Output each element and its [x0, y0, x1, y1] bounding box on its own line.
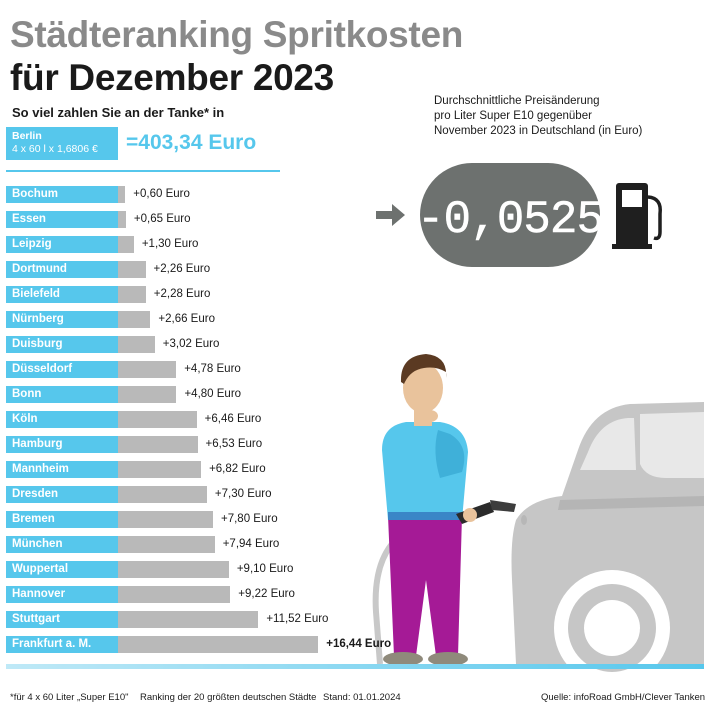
- chart-subtitle: So viel zahlen Sie an der Tanke* in: [12, 105, 225, 120]
- ranking-bar: [118, 361, 177, 378]
- ranking-bar: [118, 211, 126, 228]
- ranking-bar: [118, 311, 151, 328]
- ranking-city-label: Bremen: [6, 511, 118, 528]
- ranking-bar: [118, 336, 155, 353]
- ranking-city-label: Mannheim: [6, 461, 118, 478]
- footer-source: Quelle: infoRoad GmbH/Clever Tanken: [541, 692, 706, 703]
- price-change-line-2: pro Liter Super E10 gegenüber: [434, 110, 592, 122]
- fuel-pump-icon: [612, 183, 662, 249]
- title-line-2: für Dezember 2023: [10, 57, 334, 98]
- ranking-value-label: +11,52 Euro: [266, 613, 329, 625]
- ranking-city-label: Duisburg: [6, 336, 118, 353]
- ranking-value-label: +7,30 Euro: [214, 488, 272, 500]
- ranking-bar: [118, 261, 146, 278]
- ranking-city-label: Essen: [6, 211, 118, 228]
- ground-stripe: [6, 664, 704, 669]
- ranking-value-label: +2,66 Euro: [158, 313, 215, 325]
- arrow-right-icon: [376, 204, 405, 226]
- ranking-value-label: +16,44 Euro: [326, 638, 392, 650]
- ranking-value-label: +4,80 Euro: [184, 388, 242, 400]
- ranking-bar: [118, 186, 126, 203]
- footer-ranking: Ranking der 20 größten deutschen Städte: [140, 692, 317, 703]
- ranking-bar: [118, 386, 177, 403]
- ranking-bar: [118, 286, 146, 303]
- ranking-city-label: Stuttgart: [6, 611, 118, 628]
- ranking-city-label: Leipzig: [6, 236, 118, 253]
- ranking-value-label: +1,30 Euro: [141, 238, 199, 250]
- ranking-city-label: Bochum: [6, 186, 118, 203]
- ranking-value-label: +2,26 Euro: [153, 263, 211, 275]
- footer-note: *für 4 x 60 Liter „Super E10": [10, 692, 129, 703]
- ranking-value-label: +7,94 Euro: [222, 538, 280, 550]
- price-change-line-1: Durchschnittliche Preisänderung: [434, 95, 600, 107]
- ranking-bar: [118, 436, 198, 453]
- ranking-value-label: +3,02 Euro: [162, 338, 220, 350]
- ranking-bar: [118, 536, 215, 553]
- ranking-bar: [118, 561, 229, 578]
- ranking-value-label: +9,10 Euro: [236, 563, 294, 575]
- berlin-city: Berlin: [12, 130, 42, 142]
- price-change-badge: [420, 163, 600, 267]
- ranking-city-label: Wuppertal: [6, 561, 118, 578]
- ranking-city-label: Dresden: [6, 486, 118, 503]
- ranking-value-label: +7,80 Euro: [221, 513, 278, 525]
- ranking-value-label: +9,22 Euro: [238, 588, 295, 600]
- ranking-city-label: München: [6, 536, 118, 553]
- berlin-total: =403,34 Euro: [126, 131, 257, 154]
- ranking-value-label: +2,28 Euro: [153, 288, 211, 300]
- ranking-bar: [118, 486, 207, 503]
- ranking-value-label: +4,78 Euro: [184, 363, 241, 375]
- ranking-city-label: Dortmund: [6, 261, 118, 278]
- ranking-value-label: +6,82 Euro: [209, 463, 266, 475]
- ranking-value-label: +0,60 Euro: [133, 188, 190, 200]
- ranking-bar: [118, 461, 202, 478]
- ranking-city-label: Köln: [6, 411, 118, 428]
- divider: [6, 170, 280, 172]
- ranking-city-label: Düsseldorf: [6, 361, 118, 378]
- ranking-value-label: +0,65 Euro: [133, 213, 191, 225]
- ranking-bar: [118, 611, 259, 628]
- ranking-bar: [118, 411, 197, 428]
- ranking-city-label: Nürnberg: [6, 311, 118, 328]
- ranking-bar: [118, 236, 134, 253]
- ranking-city-label: Frankfurt a. M.: [6, 636, 118, 653]
- car-illustration: [511, 402, 704, 686]
- price-change-description: Durchschnittliche Preisänderung pro Lite…: [434, 94, 642, 139]
- ranking-city-label: Bielefeld: [6, 286, 118, 303]
- ranking-bar: [118, 511, 213, 528]
- berlin-box: Berlin 4 x 60 l x 1,6806 €: [6, 127, 118, 160]
- ranking-city-label: Hamburg: [6, 436, 118, 453]
- price-change-line-3: November 2023 in Deutschland (in Euro): [434, 125, 643, 137]
- ranking-bar: [118, 586, 231, 603]
- title-line-1: Städteranking Spritkosten: [10, 14, 464, 55]
- footer-date: Stand: 01.01.2024: [323, 692, 401, 703]
- ranking-value-label: +6,46 Euro: [204, 413, 262, 425]
- berlin-formula: 4 x 60 l x 1,6806 €: [12, 143, 98, 155]
- ranking-value-label: +6,53 Euro: [205, 438, 263, 450]
- ranking-bar: [118, 636, 319, 653]
- ranking-city-label: Hannover: [6, 586, 118, 603]
- person-illustration: [372, 354, 527, 666]
- ranking-city-label: Bonn: [6, 386, 118, 403]
